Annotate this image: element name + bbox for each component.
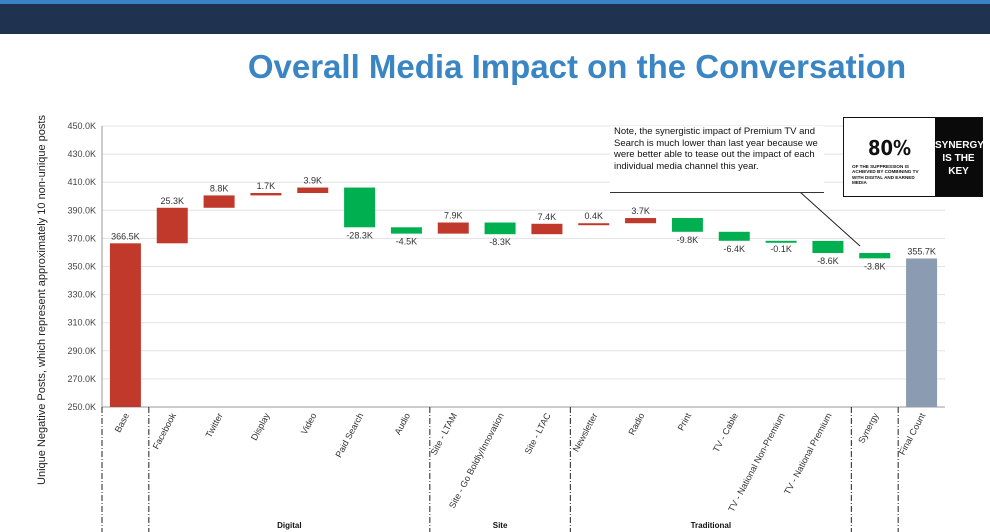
data-label: 3.7K [631,206,650,216]
bar-site-go-boldly-innovation [484,222,516,235]
bar-twitter [203,195,235,208]
bar-site-ltac [531,223,563,235]
y-tick-label: 250.0K [67,402,96,412]
y-tick-label: 390.0K [67,205,96,215]
y-tick-label: 330.0K [67,290,96,300]
data-label: -6.4K [723,244,745,254]
group-label: Site [493,521,508,530]
header-accent-line [0,0,990,4]
y-tick-label: 270.0K [67,374,96,384]
x-tick-label: TV - Cable [711,411,740,454]
data-label: 7.4K [538,212,557,222]
y-tick-label: 430.0K [67,149,96,159]
data-label: -9.8K [677,235,699,245]
bar-synergy [859,253,891,259]
callout-percent: 80% [867,136,912,160]
y-tick-label: 350.0K [67,262,96,272]
x-tick-label: Base [113,411,131,434]
data-label: -8.3K [489,237,511,247]
x-tick-label: TV - National Premium [782,411,834,496]
header-bar [0,0,990,34]
group-label: Digital [277,521,301,530]
data-label: 25.3K [160,196,184,206]
note-annotation: Note, the synergistic impact of Premium … [610,126,824,193]
y-tick-label: 370.0K [67,233,96,243]
callout-left-panel: 80% of the suppression is achieved by co… [844,118,935,196]
callout-headline: SYNERGY IS THE KEY [935,118,984,196]
bar-radio [625,218,657,224]
y-tick-label: 450.0K [67,121,96,131]
data-label: -4.5K [396,237,418,247]
bar-tv-national-non-premium [765,240,797,243]
note-pointer-line [799,191,861,247]
data-label: 7.9K [444,211,463,221]
y-tick-label: 410.0K [67,177,96,187]
data-label: 355.7K [907,246,936,256]
data-label: -28.3K [346,230,373,240]
x-tick-label: Site - LTAM [429,411,460,456]
bar-facebook [156,207,188,244]
x-tick-label: Twitter [204,411,225,439]
y-tick-label: 290.0K [67,346,96,356]
x-tick-label: Video [299,411,319,436]
data-label: 3.9K [303,176,322,186]
data-label: -0.1K [770,244,792,254]
bar-print [671,218,703,232]
x-tick-label: Display [249,411,272,442]
x-tick-label: Print [676,411,694,432]
callout-description: of the suppression is achieved by combin… [852,164,919,186]
bar-audio [390,227,422,234]
x-tick-label: Radio [626,411,646,436]
group-label: Traditional [691,521,731,530]
x-tick-label: Facebook [151,411,179,451]
x-tick-label: Audio [393,411,413,436]
synergy-callout: 80% of the suppression is achieved by co… [843,117,984,197]
data-label: -8.6K [817,256,839,266]
bar-paid-search [344,187,376,228]
bar-final-count [906,258,938,407]
x-tick-label: Paid Search [334,411,366,459]
data-label: 0.4K [584,211,603,221]
bar-site-ltam [437,222,469,234]
bar-tv-cable [718,231,750,241]
x-tick-label: Site - LTAC [523,411,553,456]
bar-display [250,193,282,196]
bar-video [297,187,329,194]
x-tick-label: TV - National Non-Premium [726,411,787,513]
y-tick-label: 310.0K [67,318,96,328]
x-tick-label: Newsletter [571,411,600,453]
bar-base [109,243,141,407]
x-tick-label: Site - Go Boldly/Innovation [447,411,506,510]
data-label: 366.5K [111,231,140,241]
slide-title: Overall Media Impact on the Conversation [247,48,907,85]
data-label: 1.7K [257,181,276,191]
bar-newsletter [578,223,610,226]
x-tick-label: Synergy [856,411,881,445]
x-tick-label: Final Count [897,411,928,457]
data-label: -3.8K [864,261,886,271]
data-label: 8.8K [210,183,229,193]
bar-tv-national-premium [812,240,844,254]
